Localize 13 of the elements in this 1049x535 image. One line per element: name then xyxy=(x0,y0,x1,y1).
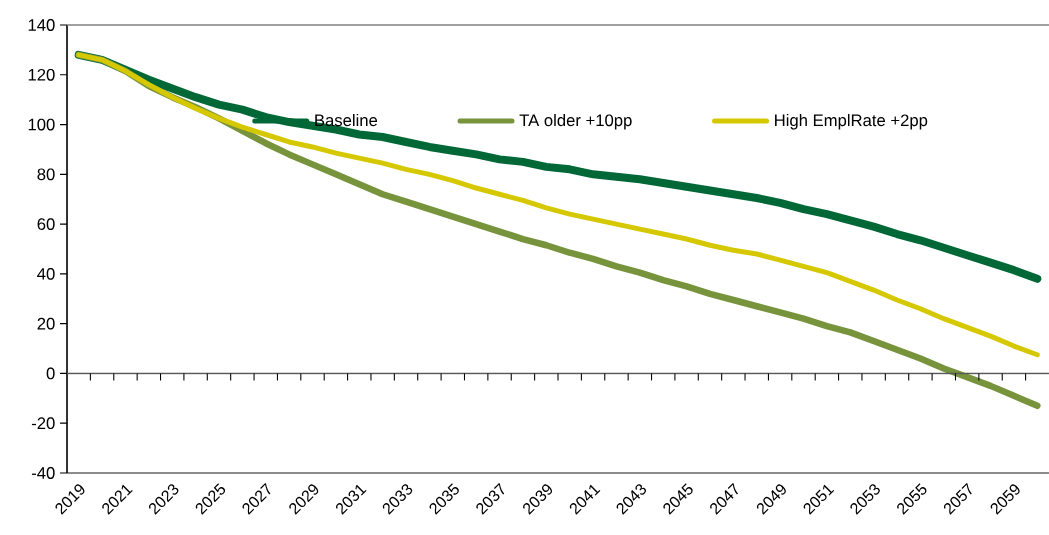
y-tick-label: 100 xyxy=(28,118,55,131)
y-tick-label: 20 xyxy=(37,317,55,330)
y-tick-label: 40 xyxy=(37,267,55,280)
y-tick-label: 120 xyxy=(28,68,55,81)
y-tick-label: -40 xyxy=(31,467,55,479)
legend-label: High EmplRate +2pp xyxy=(775,113,928,130)
y-tick-label: 60 xyxy=(37,218,55,231)
legend-label: TA older +10pp xyxy=(519,113,632,130)
y-tick-label: 0 xyxy=(46,367,55,380)
legend-label: Baseline xyxy=(315,113,378,127)
y-tick-label: -20 xyxy=(31,417,55,430)
y-tick-label: 140 xyxy=(28,19,55,31)
y-tick-label: 80 xyxy=(37,168,55,181)
